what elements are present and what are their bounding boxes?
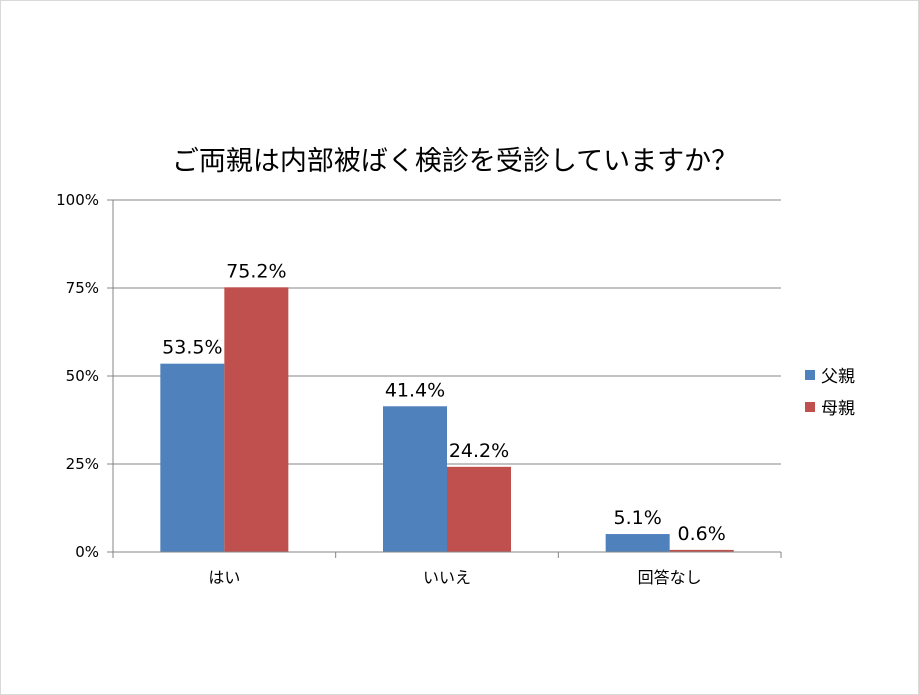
data-labels: 53.5% 75.2% 41.4% 24.2% 5.1% 0.6%: [162, 260, 726, 545]
data-label: 41.4%: [385, 379, 445, 401]
axes: [112, 200, 782, 558]
data-label: 0.6%: [678, 523, 726, 545]
bar: [447, 466, 511, 552]
category-label: 回答なし: [638, 568, 702, 587]
y-axis-ticks: 0% 25% 50% 75% 100%: [56, 191, 113, 561]
data-label: 75.2%: [226, 260, 286, 282]
legend-entry: 父親: [821, 367, 855, 387]
legend-swatch: [805, 370, 815, 380]
legend-entry: 母親: [821, 399, 855, 419]
y-tick-label: 50%: [66, 367, 99, 385]
y-tick-label: 75%: [66, 279, 99, 297]
data-label: 5.1%: [614, 507, 662, 529]
y-tick-label: 0%: [75, 543, 99, 561]
category-labels: はい いいえ 回答なし: [208, 568, 701, 587]
data-label: 24.2%: [449, 440, 509, 462]
category-label: はい: [208, 568, 240, 587]
data-label: 53.5%: [162, 337, 222, 359]
bar: [160, 363, 225, 552]
legend-swatch: [805, 402, 815, 412]
category-label: いいえ: [423, 568, 471, 587]
bars: [160, 287, 734, 552]
bar: [669, 549, 734, 552]
y-tick-label: 100%: [56, 191, 99, 209]
y-tick-label: 25%: [66, 455, 99, 473]
bar: [383, 406, 447, 552]
chart-title: ご両親は内部被ばく検診を受診していますか？: [172, 146, 738, 177]
bar: [224, 287, 289, 552]
bar: [605, 534, 670, 552]
